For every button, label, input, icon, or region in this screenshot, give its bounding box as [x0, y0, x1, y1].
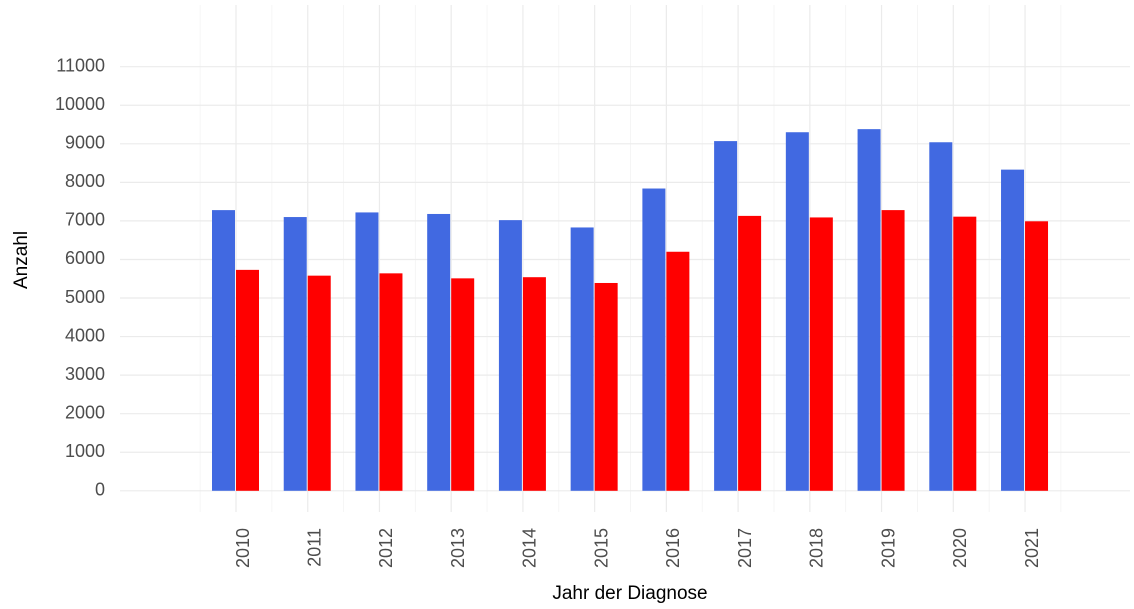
- x-tick-label: 2020: [950, 528, 970, 568]
- bar: [236, 269, 259, 491]
- x-axis-title: Jahr der Diagnose: [552, 583, 707, 604]
- bar: [355, 212, 379, 491]
- bar: [809, 217, 833, 491]
- x-tick-label: 2021: [1022, 528, 1042, 568]
- x-tick-label: 2014: [520, 528, 540, 568]
- x-tick-label: 2013: [448, 528, 468, 568]
- bar: [1025, 221, 1049, 491]
- bar: [714, 141, 738, 491]
- x-tick-label: 2017: [735, 528, 755, 568]
- x-tick-label: 2011: [304, 528, 324, 567]
- bar: [738, 215, 762, 491]
- bar: [785, 132, 809, 491]
- bar: [953, 216, 977, 491]
- x-tick-label: 2010: [233, 528, 253, 568]
- bar: [857, 129, 881, 491]
- y-tick-label: 2000: [65, 402, 105, 422]
- x-tick-label: 2015: [591, 528, 611, 568]
- y-tick-label: 6000: [65, 248, 105, 268]
- grid-layer: [120, 5, 1130, 512]
- bar: [594, 282, 618, 491]
- y-tick-label: 4000: [65, 325, 105, 345]
- x-tick-label: 2016: [663, 528, 683, 568]
- bar: [212, 210, 235, 491]
- bar-layer: [212, 129, 1049, 491]
- y-tick-label: 11000: [56, 55, 105, 75]
- y-tick-label: 5000: [65, 287, 105, 307]
- y-tick-label: 1000: [65, 441, 105, 461]
- bar: [666, 251, 690, 491]
- bar: [283, 217, 307, 491]
- bar: [522, 277, 546, 491]
- bar: [379, 273, 403, 491]
- y-tick-label: 7000: [65, 210, 105, 230]
- bar: [570, 227, 594, 491]
- y-tick-label: 10000: [55, 94, 105, 114]
- bar: [451, 278, 475, 491]
- y-tick-label: 3000: [65, 364, 105, 384]
- x-tick-label: 2018: [807, 528, 827, 568]
- bar: [881, 210, 905, 491]
- bar: [642, 188, 666, 491]
- bar: [427, 213, 451, 491]
- y-tick-label: 9000: [65, 133, 105, 153]
- bar: [929, 142, 953, 491]
- y-axis-title: Anzahl: [11, 231, 32, 289]
- bar: [1001, 169, 1025, 491]
- x-tick-label: 2012: [376, 528, 396, 568]
- bar: [307, 275, 331, 491]
- bar: [498, 220, 522, 491]
- y-tick-label: 8000: [65, 171, 105, 191]
- y-tick-label: 0: [95, 480, 105, 500]
- x-tick-label: 2019: [878, 528, 898, 568]
